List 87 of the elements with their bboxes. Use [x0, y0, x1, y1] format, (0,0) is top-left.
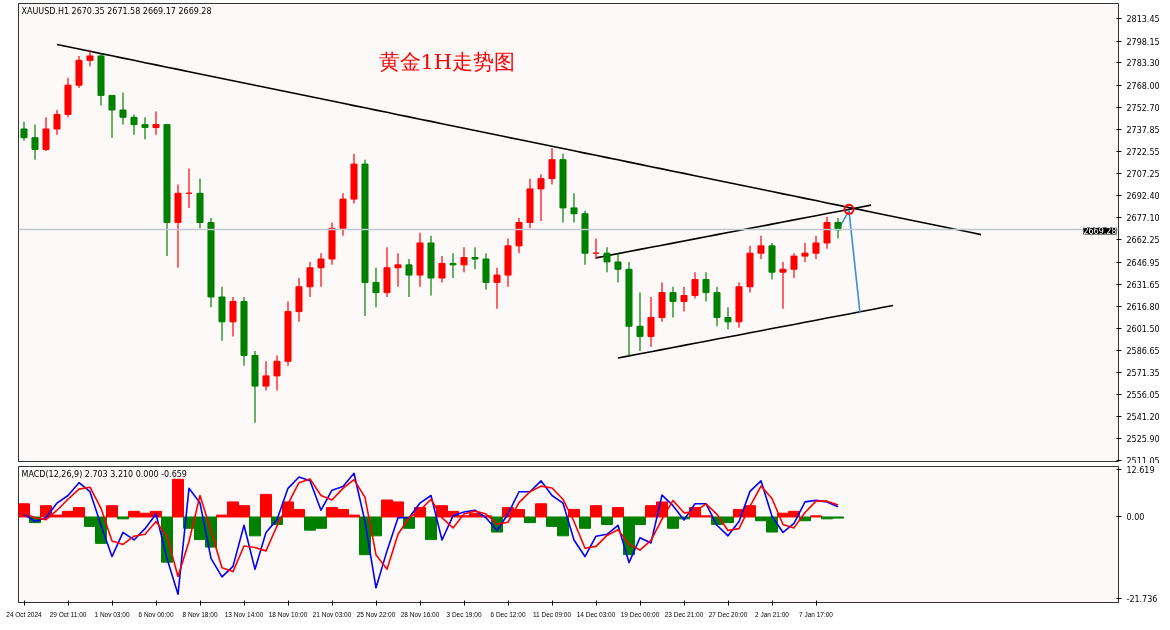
line-series — [23, 478, 839, 578]
bar — [260, 493, 272, 518]
candlestick — [603, 246, 611, 273]
y-tick-label: 2601.50 — [1126, 324, 1160, 334]
candlestick — [53, 109, 61, 136]
chart-title: MACD(12,26,9) 2.703 3.210 0.000 -0.659 — [21, 469, 187, 479]
candlestick — [515, 217, 523, 254]
bar — [524, 516, 536, 524]
y-tick-label: 2556.05 — [1126, 391, 1160, 401]
candlestick — [306, 261, 314, 298]
bar — [172, 478, 184, 518]
candlestick — [31, 124, 39, 161]
candlestick — [460, 246, 468, 273]
candlestick — [779, 261, 787, 310]
candlestick — [405, 258, 413, 298]
bar — [579, 516, 591, 529]
y-tick-label: 2677.10 — [1126, 214, 1160, 224]
y-tick-label: 2525.90 — [1126, 435, 1160, 445]
candlestick — [273, 354, 281, 392]
bar — [535, 503, 547, 518]
y-tick-label: 2662.25 — [1126, 236, 1160, 246]
line-series — [617, 304, 894, 359]
y-tick-label: 2722.55 — [1126, 148, 1160, 158]
candlestick — [317, 252, 325, 288]
candlestick — [438, 255, 446, 283]
candlestick — [471, 246, 479, 270]
candlestick — [262, 360, 270, 392]
bar — [568, 508, 580, 518]
candlestick — [372, 267, 380, 308]
candlestick — [614, 252, 622, 283]
candlestick — [702, 271, 710, 302]
candlestick — [130, 113, 138, 136]
y-tick-label: 2586.65 — [1126, 346, 1160, 356]
candlestick — [119, 91, 127, 126]
y-tick-label: 2631.65 — [1126, 280, 1160, 290]
candlestick — [823, 216, 831, 250]
candlestick — [724, 306, 732, 330]
candlestick — [86, 49, 94, 67]
y-tick-label: 2571.35 — [1126, 368, 1160, 378]
y-tick-label: -21.736 — [1126, 595, 1158, 605]
candlestick — [570, 192, 578, 224]
candlestick — [636, 292, 644, 352]
candlestick — [812, 235, 820, 260]
bar — [601, 516, 613, 526]
candlestick — [834, 217, 842, 240]
bar — [612, 507, 624, 518]
y-tick-label: 12.619 — [1126, 465, 1155, 475]
bar — [106, 505, 118, 518]
candlestick — [801, 242, 809, 263]
candlestick — [449, 252, 457, 279]
candlestick — [152, 110, 160, 136]
y-tick-label: 2737.85 — [1126, 125, 1160, 135]
candlestick — [537, 173, 545, 222]
candlestick — [229, 296, 237, 338]
candlestick — [669, 286, 677, 319]
y-tick-label: 2752.70 — [1126, 104, 1160, 114]
y-tick-label: 2616.80 — [1126, 302, 1160, 312]
text: 黄金1H走势图 — [378, 49, 516, 74]
line-series — [23, 472, 839, 596]
y-tick-label: 2692.40 — [1126, 192, 1160, 202]
candlestick — [141, 116, 149, 140]
ref-line-label: 2669.28 — [1083, 227, 1117, 237]
candlestick — [42, 116, 50, 152]
y-tick-label: 2707.25 — [1126, 170, 1160, 180]
candlestick — [691, 271, 699, 300]
y-tick-label: 2813.45 — [1126, 15, 1160, 25]
y-tick-label: 2783.30 — [1126, 59, 1160, 69]
y-tick-label: 2511.05 — [1126, 456, 1160, 466]
candlestick — [548, 147, 556, 186]
candlestick — [680, 286, 688, 313]
candlestick — [647, 296, 655, 348]
y-tick-label: 2646.95 — [1126, 258, 1160, 268]
candlestick — [757, 235, 765, 260]
candlestick — [790, 252, 798, 279]
y-tick-label: 2798.15 — [1126, 37, 1160, 47]
y-tick-label: 0.00 — [1126, 513, 1145, 523]
candlestick — [20, 121, 28, 142]
candlestick — [394, 252, 402, 288]
candlestick — [482, 252, 490, 291]
bar — [249, 516, 261, 537]
annotation: XAUUSD.H1 2670.35 2671.58 2669.17 2669.28 — [21, 6, 212, 16]
y-tick-label: 2541.20 — [1126, 413, 1160, 422]
bar — [590, 505, 602, 518]
y-tick-label: 2768.00 — [1126, 81, 1160, 91]
candlestick — [493, 267, 501, 310]
candlestick — [108, 94, 116, 139]
bar — [425, 516, 437, 541]
